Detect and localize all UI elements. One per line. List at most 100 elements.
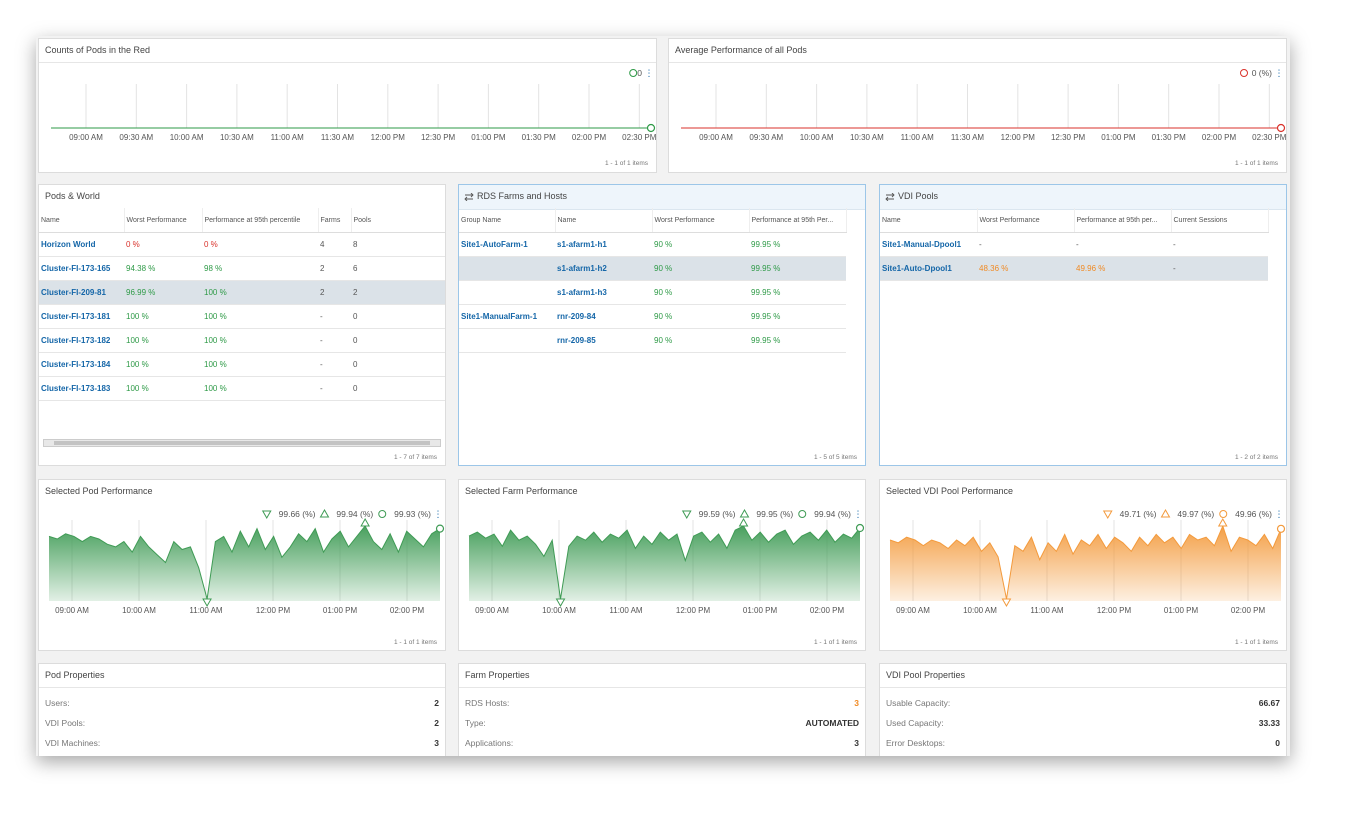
table-row: Site1-AutoFarm-1 s1-afarm1-h1 90 % 99.95 % [459,232,846,257]
table-cell: 94.38 % [124,256,202,281]
table-cell: 2 [351,280,445,305]
x-tick-label: 10:00 AM [963,606,997,615]
table-cell: 100 % [124,328,202,353]
x-tick-label: 02:00 PM [1231,606,1266,615]
empty-cell [459,256,555,281]
max-marker [1217,517,1228,527]
property-value: AUTOMATED [805,718,859,728]
area [890,526,1281,601]
x-tick-label: 02:00 PM [810,606,845,615]
table-cell: 0 [351,376,445,401]
table-cell: rnr-209-85 [555,328,652,353]
property-row: Usable Capacity: 66.67 [886,698,1280,708]
table-cell: 99.95 % [749,304,846,329]
property-label: Used Capacity: [886,718,944,728]
x-tick-label: 11:00 AM [189,606,223,615]
x-tick-label: 02:30 PM [622,133,657,142]
table-cell: 90 % [652,304,749,329]
table-cell: s1-afarm1-h1 [555,232,652,257]
property-value: 3 [434,738,439,748]
table-cell: 0 [351,304,445,329]
legend-icon [319,508,330,518]
table-cell: 99.95 % [749,256,846,281]
table-cell: - [977,232,1074,257]
column-header: Worst Performance [652,208,750,233]
legend-icon [798,510,807,518]
table-cell: 100 % [202,280,318,305]
chart: 09:00 AM 09:30 AM 10:00 AM 10:30 AM 11:00 AM… [681,68,1286,142]
table-cell: Cluster-FI-173-184 [39,352,124,377]
legend-value: 0 (%) [1252,68,1272,78]
divider [880,687,1286,688]
swap-icon [464,193,474,201]
table-cell: 0 % [202,232,318,257]
table-row: s1-afarm1-h2 90 % 99.95 % [459,256,846,281]
table-cell: - [1171,256,1268,281]
legend-icon [1102,510,1113,520]
panel-title: Average Performance of all Pods [675,45,807,55]
property-value: 2 [434,698,439,708]
area [469,526,860,601]
x-tick-label: 12:00 PM [1001,133,1036,142]
x-tick-label: 11:00 AM [901,133,935,142]
table-cell: 99.95 % [749,280,846,305]
chart: 09:00 AM 10:00 AM 11:00 AM 12:00 PM 01:00 PM… [889,508,1286,615]
legend-value: 99.59 (%) [699,509,736,519]
x-tick-label: 11:30 AM [321,133,355,142]
table-cell: - [318,376,351,401]
table-row: Cluster-FI-173-182 100 % 100 % -0 [39,328,445,353]
swap-icon [885,193,895,201]
column-header: Name [555,208,653,233]
last-marker [1276,524,1286,533]
footer: 1 - 2 of 2 items [1235,454,1278,461]
x-tick-label: 10:00 AM [170,133,204,142]
footer: 1 - 1 of 1 items [394,639,437,646]
x-tick-label: 09:00 AM [896,606,930,615]
property-label: Applications: [465,738,514,748]
table-row: Cluster-FI-173-183 100 % 100 % -0 [39,376,445,401]
table-cell: 99.95 % [749,328,846,353]
property-label: VDI Pools: [45,718,86,728]
panel: Average Performance of all Pods 09:00 AM 0… [668,38,1287,173]
property-row: Used Capacity: 33.33 [886,718,1280,728]
table-cell: 96.99 % [124,280,202,305]
swap-arrows [885,193,895,201]
property-value: 3 [854,738,859,748]
table-row: s1-afarm1-h3 90 % 99.95 % [459,280,846,305]
legend-value: 49.97 (%) [1177,509,1214,519]
x-tick-label: 01:00 PM [743,606,778,615]
legend-value: 49.96 (%) [1235,509,1272,519]
table-cell: 90 % [652,232,749,257]
series-line [889,524,1282,600]
header-row: Group Name Name Worst Performance Performan… [459,208,847,233]
footer: 1 - 1 of 1 items [605,160,648,167]
min-marker [202,598,212,608]
table-row: Cluster-FI-173-165 94.38 % 98 % 2 6 [39,256,445,281]
footer: 1 - 1 of 1 items [814,639,857,646]
property-row: Error Desktops: 0 [886,738,1280,748]
legend-value: 99.94 (%) [336,509,373,519]
last-marker [1276,123,1286,133]
table-cell: 6 [351,256,445,281]
chart: 09:00 AM 10:00 AM 11:00 AM 12:00 PM 01:00 PM… [48,508,445,615]
column-header: Worst Performance [124,208,203,233]
table-cell: s1-afarm1-h3 [555,280,652,305]
x-tick-label: 01:30 PM [522,133,557,142]
menu-icon: ⋮ [1275,509,1284,519]
table-cell: Site1-Manual-Dpool1 [880,232,977,257]
data-table: Group Name Name Worst Performance Performan… [459,208,847,353]
data-table: Name Worst Performance Performance at 95th… [39,208,445,401]
panel: Pods & World Name Worst Performance Perform… [38,184,446,466]
legend-icon [378,510,387,518]
legend-value: 99.94 (%) [814,509,851,519]
x-tick-label: 01:30 PM [1152,133,1187,142]
table-row: rnr-209-85 90 % 99.95 % [459,328,846,353]
panel: Farm Properties RDS Hosts: 3 Type: AUTOMATED… [458,663,866,756]
x-tick-label: 12:30 PM [421,133,456,142]
x-tick-label: 10:30 AM [220,133,254,142]
table-cell: 90 % [652,280,749,305]
x-tick-label: 09:00 AM [55,606,89,615]
menu-icon: ⋮ [854,509,863,519]
column-header: Current Sessions [1171,208,1269,233]
x-tick-label: 09:00 AM [475,606,509,615]
